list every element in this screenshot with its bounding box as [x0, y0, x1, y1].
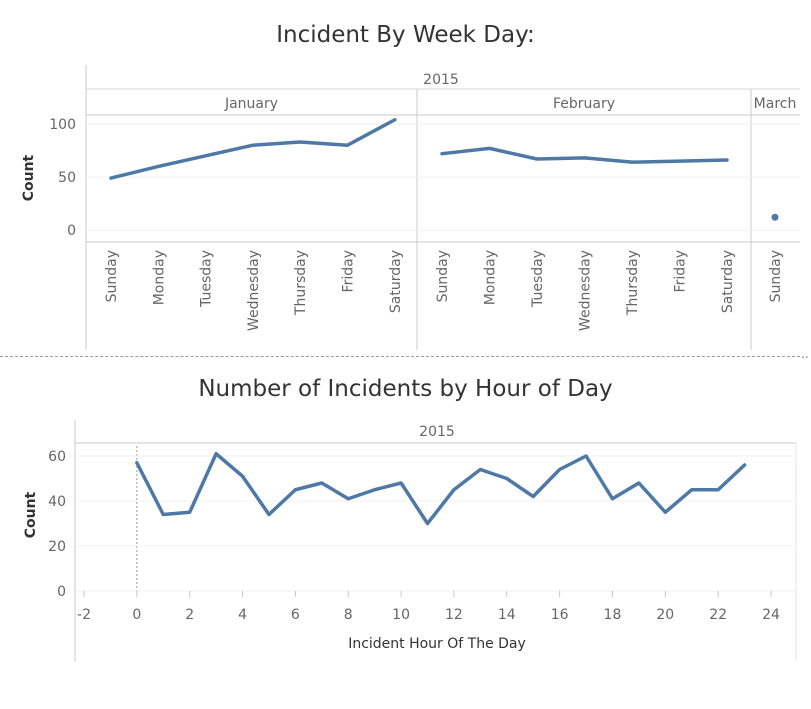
weekday-chart-title: Incident By Week Day:: [276, 22, 535, 48]
series-line-hourly: [135, 452, 747, 526]
x-tick-label: 22: [709, 607, 727, 623]
x-tick-label: Thursday: [293, 250, 309, 316]
x-tick-label: 2: [185, 607, 194, 623]
weekday-y-ticks: 0 50 100: [49, 117, 76, 239]
x-tick-label: Friday: [341, 250, 357, 292]
separator-ellipsis: ..: [801, 347, 809, 361]
hour-chart-title: Number of Incidents by Hour of Day: [198, 376, 613, 402]
y-tick-label: 100: [49, 117, 76, 133]
weekday-chart-frame: [85, 65, 800, 350]
series-line-january: [109, 118, 397, 180]
x-tick-label: Saturday: [720, 250, 736, 313]
y-tick-label: 0: [57, 584, 66, 600]
weekday-y-axis-label: Count: [21, 154, 37, 201]
weekday-x-ticks: Sunday Monday Tuesday Wednesday Thursday Frid…: [104, 250, 784, 331]
series-line-february: [440, 146, 729, 164]
hour-y-ticks: 0 20 40 60: [48, 449, 66, 600]
x-tick-label: 14: [498, 607, 516, 623]
y-tick-label: 20: [48, 539, 66, 555]
hour-x-axis-label: Incident Hour Of The Day: [348, 636, 526, 652]
hour-chart-frame: [74, 420, 797, 662]
x-tick-label: 20: [656, 607, 674, 623]
hour-x-ticks: -2 0 2 4 6 8 10 12 14 16 18 20 22 24: [77, 607, 780, 623]
x-tick-label: Friday: [673, 250, 689, 292]
weekday-chart: 2015 January February March Count 0 50 100 S…: [21, 65, 800, 350]
hour-year-header: 2015: [419, 424, 455, 440]
x-tick-label: Saturday: [388, 250, 404, 313]
hour-series: [135, 452, 747, 526]
x-tick-label: Wednesday: [246, 250, 262, 331]
x-tick-label: Sunday: [104, 250, 120, 302]
x-tick-label: Monday: [151, 250, 167, 305]
x-tick-label: -2: [77, 607, 91, 623]
y-tick-label: 0: [67, 223, 76, 239]
month-header-january: January: [224, 96, 278, 112]
weekday-year-header: 2015: [423, 72, 459, 88]
x-tick-label: 4: [238, 607, 247, 623]
x-tick-label: 6: [291, 607, 300, 623]
x-tick-label: Wednesday: [578, 250, 594, 331]
y-tick-label: 40: [48, 494, 66, 510]
x-tick-label: 10: [392, 607, 410, 623]
x-tick-label: 8: [344, 607, 353, 623]
chart-separator: [0, 356, 800, 357]
month-header-march: March: [754, 96, 797, 112]
data-point-march: [771, 213, 779, 221]
x-tick-label: 24: [762, 607, 780, 623]
x-tick-label: 0: [132, 607, 141, 623]
x-tick-label: Tuesday: [530, 250, 546, 308]
x-tick-label: Sunday: [435, 250, 451, 302]
x-tick-label: Tuesday: [199, 250, 215, 308]
x-tick-label: Sunday: [768, 250, 784, 302]
x-tick-label: Monday: [483, 250, 499, 305]
hour-y-axis-label: Count: [23, 491, 39, 538]
month-header-february: February: [553, 96, 615, 112]
x-tick-label: Thursday: [625, 250, 641, 316]
y-tick-label: 60: [48, 449, 66, 465]
weekday-series: [109, 118, 779, 221]
x-tick-label: 18: [604, 607, 622, 623]
weekday-month-headers: January February March: [224, 96, 796, 112]
y-tick-label: 50: [58, 170, 76, 186]
x-tick-label: 12: [445, 607, 463, 623]
x-tick-label: 16: [551, 607, 569, 623]
